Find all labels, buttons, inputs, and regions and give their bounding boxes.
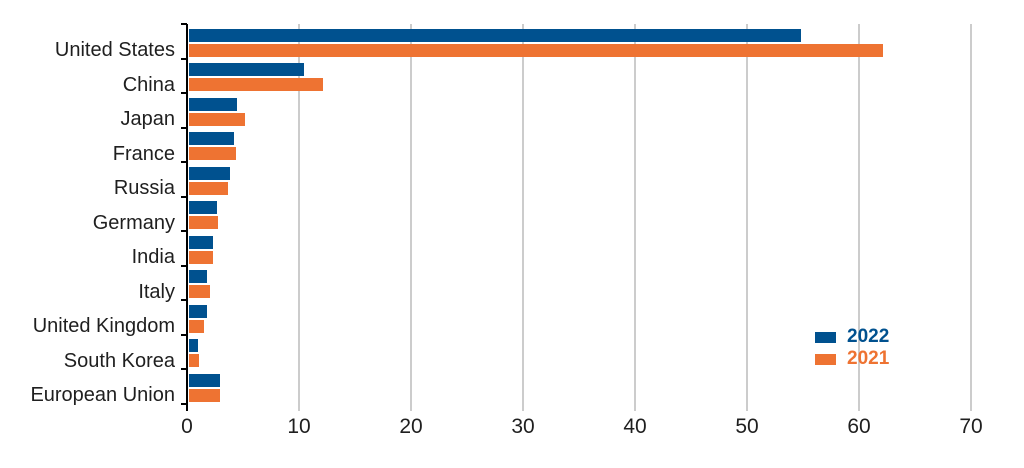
bar-2022-italy: [189, 270, 207, 284]
y-axis-line: [186, 24, 188, 411]
category-label-united-states: United States: [54, 39, 175, 61]
category-label-japan: Japan: [120, 108, 176, 131]
value-tick-label-60: 60: [847, 415, 871, 438]
bar-2022-india: [189, 235, 213, 249]
category-tick: [181, 299, 187, 301]
category-label-italy: Italy: [138, 280, 175, 303]
category-label-south-korea: South Korea: [63, 349, 175, 372]
category-tick: [181, 161, 187, 163]
bar-2021-india: [189, 250, 213, 264]
category-tick: [181, 92, 187, 94]
bar-2022-south-korea: [189, 339, 198, 353]
bar-2021-china: [189, 78, 324, 92]
category-tick: [181, 127, 187, 129]
category-axis-labels: United States China Japan France Russia Germa…: [0, 24, 176, 407]
bar-2021-south-korea: [189, 354, 200, 368]
category-label-russia: Russia: [113, 177, 175, 200]
gridline-50: [746, 24, 748, 411]
category-tick: [181, 334, 187, 336]
bar-2022-germany: [189, 201, 217, 215]
legend-item-2021: 2021: [815, 348, 889, 370]
plot-area: [181, 23, 972, 411]
gridline-40: [634, 24, 636, 411]
legend-label-2021: 2021: [847, 348, 890, 369]
bar-2022-china: [189, 63, 305, 77]
category-tick: [181, 403, 187, 405]
bar-2021-european-union: [189, 388, 221, 402]
value-tick-label-50: 50: [735, 415, 759, 438]
bar-2022-united-kingdom: [189, 304, 207, 318]
legend-swatch-2021-icon: [815, 353, 836, 365]
category-tick: [181, 58, 187, 60]
value-tick-label-20: 20: [399, 415, 423, 438]
gridline-10: [298, 24, 300, 411]
value-tick-label-10: 10: [287, 415, 311, 438]
category-tick: [181, 23, 187, 25]
legend-label-2022: 2022: [847, 326, 890, 347]
category-label-china: China: [122, 73, 175, 96]
legend: 2022 2021: [815, 326, 889, 370]
value-tick-label-40: 40: [623, 415, 647, 438]
bar-2021-united-states: [189, 43, 884, 57]
bar-2022-japan: [189, 97, 238, 111]
bar-2021-germany: [189, 216, 219, 230]
value-tick-label-0: 0: [181, 415, 193, 438]
bar-2022-russia: [189, 166, 231, 180]
value-tick-label-30: 30: [511, 415, 535, 438]
category-tick: [181, 368, 187, 370]
category-label-germany: Germany: [92, 211, 175, 234]
category-label-united-kingdom: United Kingdom: [32, 315, 175, 338]
category-tick: [181, 196, 187, 198]
value-tick-label-70: 70: [959, 415, 983, 438]
bar-2021-japan: [189, 112, 245, 126]
bar-2021-france: [189, 147, 237, 161]
gridline-20: [410, 24, 412, 411]
category-label-france: France: [112, 142, 175, 165]
bar-2022-france: [189, 132, 234, 146]
bar-2021-russia: [189, 181, 229, 195]
gridline-30: [522, 24, 524, 411]
bar-2021-italy: [189, 285, 211, 299]
bar-2021-united-kingdom: [189, 319, 204, 333]
category-tick: [181, 265, 187, 267]
legend-item-2022: 2022: [815, 326, 889, 348]
bar-2022-united-states: [189, 28, 801, 42]
gridline-60: [858, 24, 860, 411]
bar-2022-european-union: [189, 373, 221, 387]
gridline-70: [970, 24, 972, 411]
category-label-european-union: European Union: [30, 384, 175, 407]
category-label-india: India: [131, 246, 175, 269]
value-axis-labels: 0 10 20 30 40 50 60 70: [0, 414, 1024, 444]
category-tick: [181, 230, 187, 232]
legend-swatch-2022-icon: [815, 331, 836, 343]
